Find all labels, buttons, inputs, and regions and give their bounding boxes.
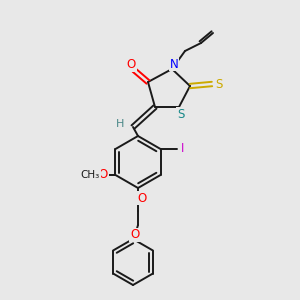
Text: H: H [116,119,124,129]
Text: S: S [177,107,185,121]
Text: S: S [215,77,223,91]
Text: O: O [137,191,147,205]
Text: O: O [99,169,108,182]
Text: O: O [126,58,136,71]
Text: O: O [130,229,140,242]
Text: I: I [181,142,184,155]
Text: N: N [169,58,178,70]
Text: CH₃: CH₃ [81,170,100,180]
